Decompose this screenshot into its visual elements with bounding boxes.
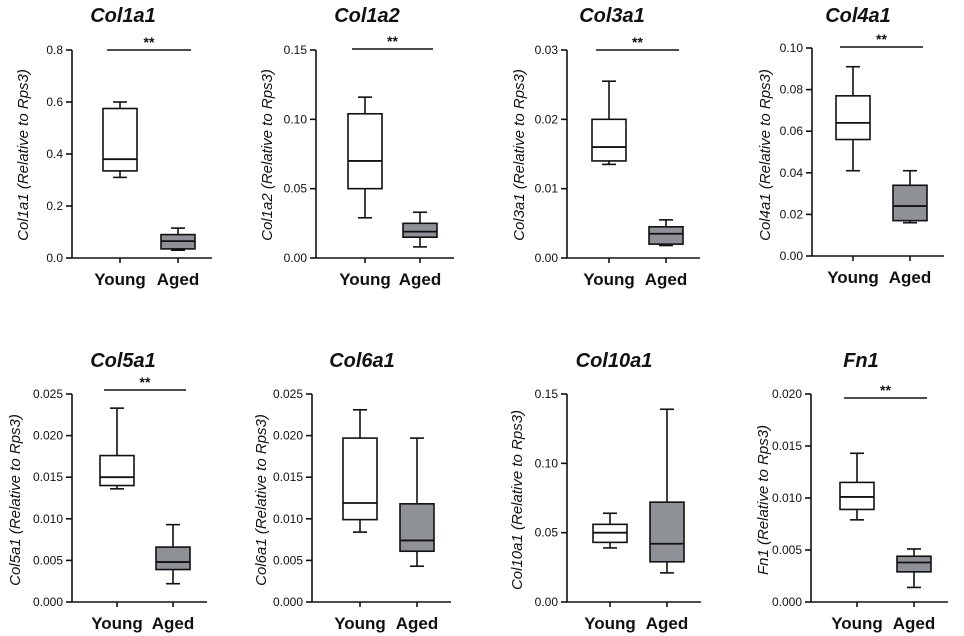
y-tick-label: 0.02 (780, 207, 804, 221)
y-tick-label: 0.010 (273, 512, 303, 526)
young-box (835, 95, 871, 141)
y-axis-label: Col5a1 (Relative to Rps3) (7, 414, 24, 586)
panel-title: Col6a1 (329, 350, 395, 372)
panel-title: Col10a1 (576, 350, 653, 372)
aged-box (892, 184, 928, 222)
y-tick-label: 0.015 (33, 470, 63, 484)
y-tick-label: 0.6 (46, 95, 63, 109)
x-category-label: Young (339, 270, 391, 289)
panel-title: Col4a1 (825, 5, 891, 27)
panel-title: Col1a1 (90, 5, 156, 27)
y-tick-label: 0.8 (46, 43, 63, 57)
x-category-label: Aged (399, 270, 442, 289)
y-tick-label: 0.00 (780, 249, 804, 263)
aged-box (402, 222, 438, 238)
y-tick-label: 0.020 (273, 429, 303, 443)
x-category-label: Aged (645, 270, 688, 289)
x-category-label: Young (827, 268, 879, 287)
x-category-label: Young (91, 614, 143, 633)
y-tick-label: 0.4 (46, 147, 63, 161)
y-tick-label: 0.10 (535, 456, 559, 470)
y-axis-label: Col4a1 (Relative to Rps3) (757, 69, 774, 241)
y-tick-label: 0.00 (284, 251, 308, 265)
x-category-label: Young (584, 614, 636, 633)
y-tick-label: 0.06 (780, 124, 804, 138)
y-tick-label: 0.00 (535, 251, 559, 265)
y-tick-label: 0.2 (46, 199, 63, 213)
aged-box (649, 501, 685, 563)
panel-title: Col3a1 (579, 5, 645, 27)
y-tick-label: 0.025 (273, 387, 303, 401)
young-box (102, 107, 138, 172)
y-axis-label: Col1a1 (Relative to Rps3) (15, 69, 32, 241)
young-box (99, 454, 135, 487)
x-category-label: Aged (157, 270, 200, 289)
significance-label: ** (140, 374, 151, 390)
y-tick-label: 0.01 (535, 182, 559, 196)
y-axis-label: Col1a2 (Relative to Rps3) (259, 69, 276, 241)
y-tick-label: 0.0 (46, 251, 63, 265)
panel-title: Col5a1 (90, 350, 156, 372)
y-tick-label: 0.15 (535, 387, 559, 401)
x-category-label: Aged (396, 614, 439, 633)
y-tick-label: 0.05 (284, 182, 308, 196)
y-tick-label: 0.03 (535, 43, 559, 57)
aged-box (896, 555, 932, 573)
x-category-label: Young (94, 270, 146, 289)
x-category-label: Young (831, 614, 883, 633)
x-category-label: Aged (152, 614, 195, 633)
significance-label: ** (632, 34, 643, 50)
y-tick-label: 0.02 (535, 112, 559, 126)
y-tick-label: 0.005 (33, 553, 63, 567)
x-category-label: Aged (893, 614, 936, 633)
significance-label: ** (880, 382, 891, 398)
x-category-label: Young (334, 614, 386, 633)
aged-box (399, 503, 435, 553)
significance-label: ** (876, 31, 887, 47)
panel-title: Col1a2 (334, 5, 400, 27)
y-tick-label: 0.00 (535, 595, 559, 609)
y-tick-label: 0.025 (33, 387, 63, 401)
significance-label: ** (144, 34, 155, 50)
aged-box (648, 226, 684, 245)
y-axis-label: Col6a1 (Relative to Rps3) (253, 414, 270, 586)
young-box (342, 437, 378, 521)
x-category-label: Aged (646, 614, 689, 633)
y-tick-label: 0.010 (772, 491, 802, 505)
y-tick-label: 0.08 (780, 83, 804, 97)
y-tick-label: 0.05 (535, 526, 559, 540)
y-tick-label: 0.015 (273, 470, 303, 484)
significance-label: ** (387, 33, 398, 49)
aged-box (155, 546, 191, 571)
y-tick-label: 0.015 (772, 439, 802, 453)
young-box (839, 481, 875, 511)
y-tick-label: 0.04 (780, 166, 804, 180)
y-tick-label: 0.010 (33, 512, 63, 526)
y-axis-label: Fn1 (Relative to Rps3) (755, 425, 772, 575)
y-tick-label: 0.020 (772, 387, 802, 401)
x-category-label: Young (583, 270, 635, 289)
y-tick-label: 0.020 (33, 429, 63, 443)
y-tick-label: 0.000 (33, 595, 63, 609)
y-tick-label: 0.10 (780, 41, 804, 55)
y-tick-label: 0.000 (273, 595, 303, 609)
y-tick-label: 0.10 (284, 112, 308, 126)
young-box (591, 118, 627, 162)
y-tick-label: 0.005 (273, 553, 303, 567)
y-tick-label: 0.005 (772, 543, 802, 557)
young-box (347, 112, 383, 190)
panel-title: Fn1 (843, 350, 879, 372)
y-tick-label: 0.15 (284, 43, 308, 57)
x-category-label: Aged (889, 268, 932, 287)
y-axis-label: Col3a1 (Relative to Rps3) (511, 69, 528, 241)
y-axis-label: Col10a1 (Relative to Rps3) (509, 410, 526, 590)
y-tick-label: 0.000 (772, 595, 802, 609)
